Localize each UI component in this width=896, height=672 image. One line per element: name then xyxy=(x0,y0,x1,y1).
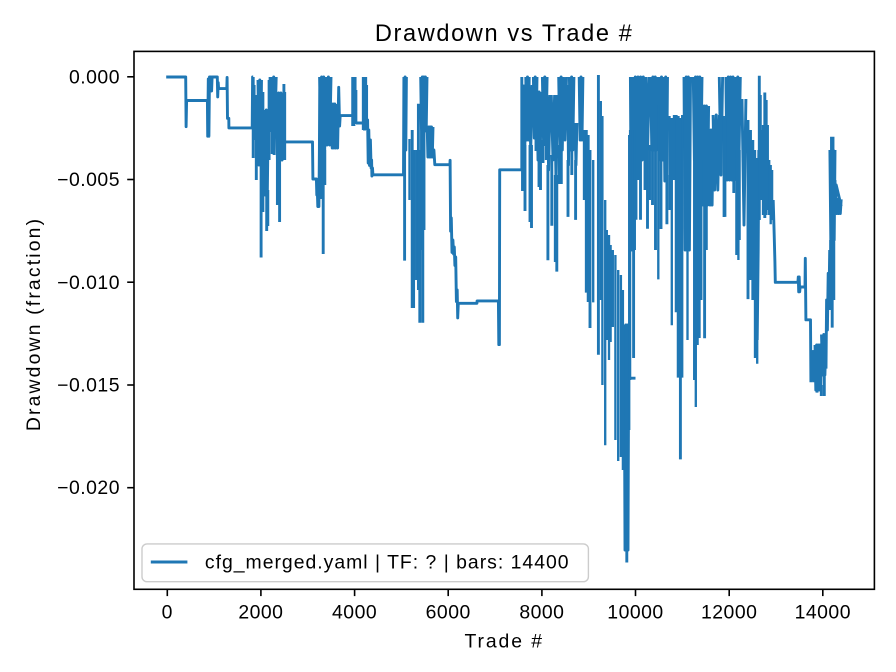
svg-text:14000: 14000 xyxy=(795,601,851,623)
svg-text:4000: 4000 xyxy=(332,601,377,623)
svg-text:−0.020: −0.020 xyxy=(57,477,120,499)
svg-text:Trade #: Trade # xyxy=(464,631,543,653)
svg-text:2000: 2000 xyxy=(238,601,283,623)
svg-text:−0.010: −0.010 xyxy=(57,272,120,294)
svg-text:10000: 10000 xyxy=(607,601,663,623)
svg-text:−0.005: −0.005 xyxy=(57,169,120,191)
svg-text:Drawdown vs Trade #: Drawdown vs Trade # xyxy=(375,21,634,47)
svg-text:12000: 12000 xyxy=(701,601,757,623)
svg-text:Drawdown (fraction): Drawdown (fraction) xyxy=(23,217,45,431)
svg-text:6000: 6000 xyxy=(426,601,471,623)
svg-text:cfg_merged.yaml | TF: ? | bars: cfg_merged.yaml | TF: ? | bars: 14400 xyxy=(205,552,570,574)
svg-text:0: 0 xyxy=(162,601,173,623)
svg-text:8000: 8000 xyxy=(519,601,564,623)
svg-text:−0.015: −0.015 xyxy=(57,375,120,397)
svg-text:0.000: 0.000 xyxy=(69,66,120,88)
